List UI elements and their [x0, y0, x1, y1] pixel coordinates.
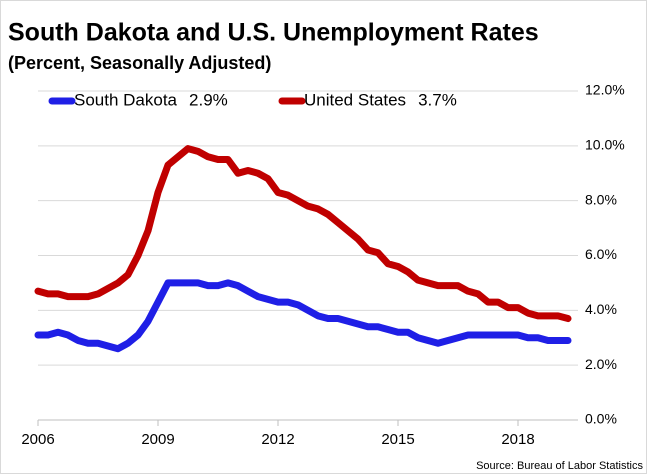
legend-label: South Dakota	[74, 90, 178, 109]
x-tick-label: 2006	[21, 431, 54, 448]
source: Source: Bureau of Labor Statistics	[476, 460, 643, 472]
y-tick-label: 0.0%	[585, 411, 617, 427]
chart-subtitle: (Percent, Seasonally Adjusted)	[8, 53, 271, 73]
y-tick-label: 4.0%	[585, 301, 617, 317]
y-tick-label: 10.0%	[585, 137, 625, 153]
x-tick-label: 2009	[141, 431, 174, 448]
legend-value: 2.9%	[189, 90, 228, 109]
y-tick-label: 8.0%	[585, 191, 617, 207]
chart-title: South Dakota and U.S. Unemployment Rates	[8, 19, 539, 47]
legend-value: 3.7%	[418, 90, 457, 109]
y-tick-label: 2.0%	[585, 356, 617, 372]
y-tick-label: 6.0%	[585, 246, 617, 262]
legend-label: United States	[304, 90, 406, 109]
series-line	[34, 279, 572, 353]
x-tick-label: 2018	[501, 431, 534, 448]
series-line	[34, 145, 572, 323]
y-tick-label: 12.0%	[585, 82, 625, 98]
x-tick-label: 2012	[261, 431, 294, 448]
x-tick-label: 2015	[381, 431, 414, 448]
